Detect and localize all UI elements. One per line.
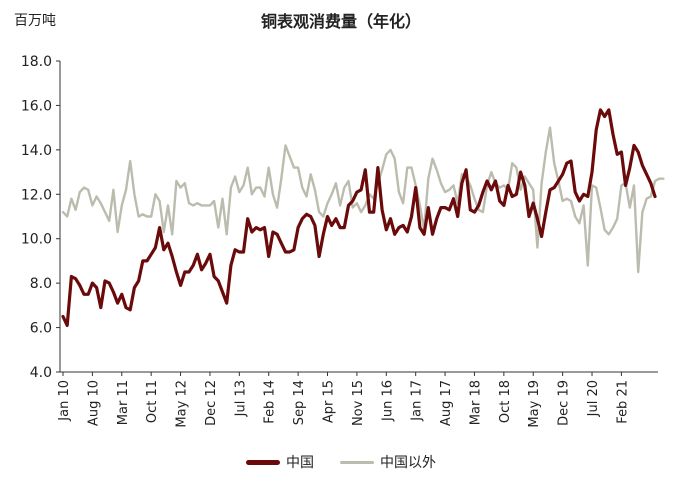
x-tick-label: Mar 11	[116, 380, 131, 425]
x-tick-label: Sep 14	[292, 380, 307, 425]
x-tick-label: Feb 21	[615, 380, 630, 424]
x-tick-label: Dec 19	[557, 380, 572, 426]
x-tick-label: Oct 18	[498, 380, 513, 423]
series-line-ex-china	[61, 126, 665, 274]
x-tick-label: Dec 12	[204, 380, 219, 426]
legend-label-china: 中国	[286, 455, 314, 471]
x-tick-label: Jan 10	[57, 380, 72, 422]
y-tick-label: 14.0	[21, 143, 52, 159]
chart-title: 铜表观消费量（年化）	[260, 12, 421, 31]
x-tick-label: Aug 17	[439, 380, 454, 426]
y-tick-label: 18.0	[21, 54, 52, 70]
x-tick-label: Aug 10	[86, 380, 101, 426]
y-tick-label: 8.0	[30, 276, 52, 292]
x-tick-label: Jan 17	[410, 380, 425, 422]
y-tick-label: 4.0	[30, 365, 52, 381]
y-tick-label: 12.0	[21, 187, 52, 203]
y-tick-label: 16.0	[21, 98, 52, 114]
x-tick-label: Mar 18	[468, 380, 483, 425]
y-axis-unit-label: 百万吨	[14, 13, 56, 29]
y-tick-label: 6.0	[30, 321, 52, 337]
legend-label-ex-china: 中国以外	[380, 455, 436, 471]
x-tick-label: Apr 15	[322, 380, 337, 423]
x-tick-label: Oct 11	[145, 380, 160, 423]
x-tick-label: Jul 13	[233, 380, 248, 417]
legend-swatch-ex-china	[340, 460, 374, 464]
x-tick-label: Jul 20	[586, 380, 601, 417]
legend-swatch-china	[246, 459, 280, 465]
legend-item-china: 中国	[246, 452, 314, 472]
x-tick-label: May 12	[175, 380, 190, 428]
x-tick-label: May 19	[527, 380, 542, 428]
x-tick-label: Jun 16	[380, 380, 395, 422]
legend-item-ex-china: 中国以外	[340, 452, 436, 472]
chart-legend: 中国 中国以外	[0, 452, 682, 472]
x-tick-label: Nov 15	[351, 380, 366, 426]
series-line-china	[61, 108, 657, 327]
y-tick-label: 10.0	[21, 232, 52, 248]
x-tick-label: Feb 14	[263, 380, 278, 424]
